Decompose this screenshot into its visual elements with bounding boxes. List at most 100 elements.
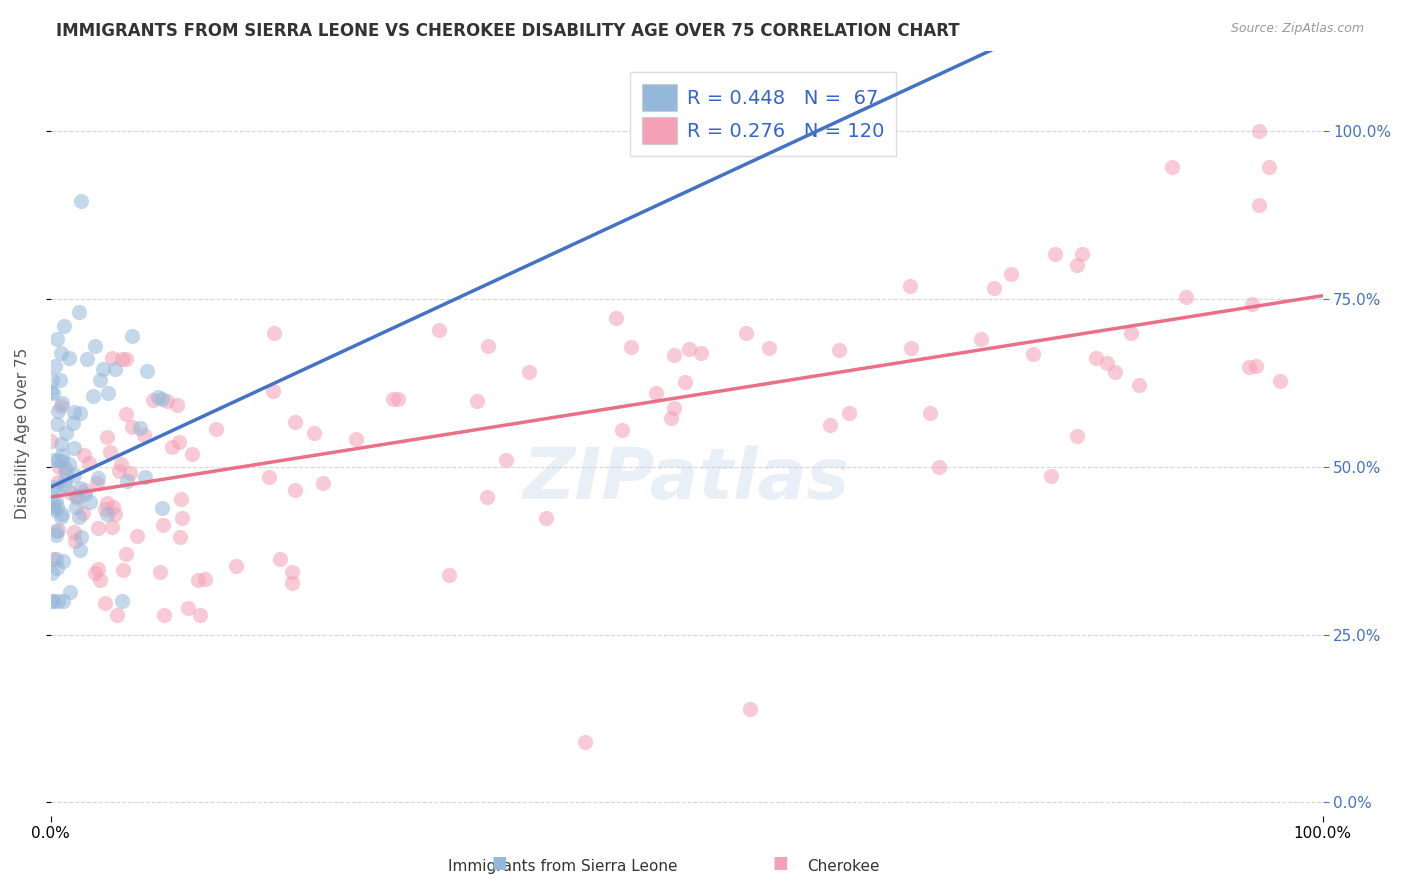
Point <box>166 398 188 412</box>
Point <box>48 452 70 467</box>
Point <box>62 467 84 482</box>
Point <box>1247 198 1270 212</box>
Point <box>89 574 111 588</box>
Point <box>612 423 634 437</box>
Point <box>1022 347 1045 361</box>
Point <box>42 594 65 608</box>
Point <box>1237 359 1260 374</box>
Point <box>1066 429 1088 443</box>
Point <box>87 562 110 576</box>
Point <box>69 481 91 495</box>
Point <box>53 461 76 475</box>
Point <box>48 459 70 474</box>
Point <box>89 373 111 387</box>
Point <box>181 447 204 461</box>
Point <box>41 500 63 515</box>
Point <box>149 565 172 579</box>
Point <box>52 554 75 568</box>
Point <box>970 332 993 346</box>
Point <box>152 607 174 622</box>
Point <box>1175 290 1198 304</box>
Point <box>1119 326 1142 340</box>
Point <box>105 607 128 622</box>
Point <box>225 559 247 574</box>
Point <box>65 489 87 503</box>
Point <box>51 448 73 462</box>
Point <box>55 465 77 479</box>
Point <box>620 340 643 354</box>
Point <box>690 345 713 359</box>
Point <box>152 517 174 532</box>
Point <box>281 566 304 580</box>
Point <box>155 393 177 408</box>
Point <box>170 511 193 525</box>
Point <box>41 373 63 387</box>
Point <box>45 494 67 508</box>
Point <box>104 361 127 376</box>
Point <box>77 457 100 471</box>
Point <box>150 500 173 515</box>
Point <box>187 573 209 587</box>
Text: Source: ZipAtlas.com: Source: ZipAtlas.com <box>1230 22 1364 36</box>
Point <box>62 416 84 430</box>
Point <box>1241 297 1264 311</box>
Point <box>1104 365 1126 379</box>
Point <box>73 448 96 462</box>
Point <box>98 445 121 459</box>
Point <box>58 351 80 366</box>
Point <box>46 483 69 497</box>
Point <box>387 392 409 406</box>
Point <box>46 594 69 608</box>
Point <box>758 341 780 355</box>
Point <box>44 359 66 374</box>
Point <box>63 405 86 419</box>
Point <box>1244 359 1267 374</box>
Point <box>42 386 65 401</box>
Point <box>49 373 72 387</box>
Point <box>41 384 63 399</box>
Point <box>41 594 63 608</box>
Point <box>129 421 152 435</box>
Point <box>662 401 685 416</box>
Point <box>142 393 165 408</box>
Point <box>96 429 118 443</box>
Point <box>169 530 191 544</box>
Point <box>574 735 596 749</box>
Point <box>49 510 72 524</box>
Point <box>45 417 67 432</box>
Point <box>304 426 326 441</box>
Point <box>1070 247 1092 261</box>
Point <box>111 594 134 608</box>
Point <box>70 194 93 209</box>
Point <box>1066 258 1088 272</box>
Point <box>108 464 131 478</box>
Point <box>659 411 682 425</box>
Point <box>65 500 87 515</box>
Point <box>1095 356 1118 370</box>
Point <box>110 457 132 471</box>
Point <box>75 483 97 497</box>
Point <box>1161 160 1184 174</box>
Point <box>51 436 73 450</box>
Point <box>58 457 80 471</box>
Point <box>838 406 860 420</box>
Point <box>160 441 183 455</box>
Point <box>42 480 65 494</box>
Point <box>121 419 143 434</box>
Point <box>101 519 124 533</box>
Point <box>344 432 367 446</box>
Point <box>918 406 941 420</box>
Point <box>46 475 69 490</box>
Point <box>67 509 90 524</box>
Point <box>82 388 104 402</box>
Point <box>46 560 69 574</box>
Point <box>146 390 169 404</box>
Point <box>262 384 284 399</box>
Point <box>42 453 65 467</box>
Point <box>127 529 149 543</box>
Point <box>101 351 124 366</box>
Point <box>69 406 91 420</box>
Point <box>51 507 73 521</box>
Point <box>1039 468 1062 483</box>
Point <box>828 343 851 357</box>
